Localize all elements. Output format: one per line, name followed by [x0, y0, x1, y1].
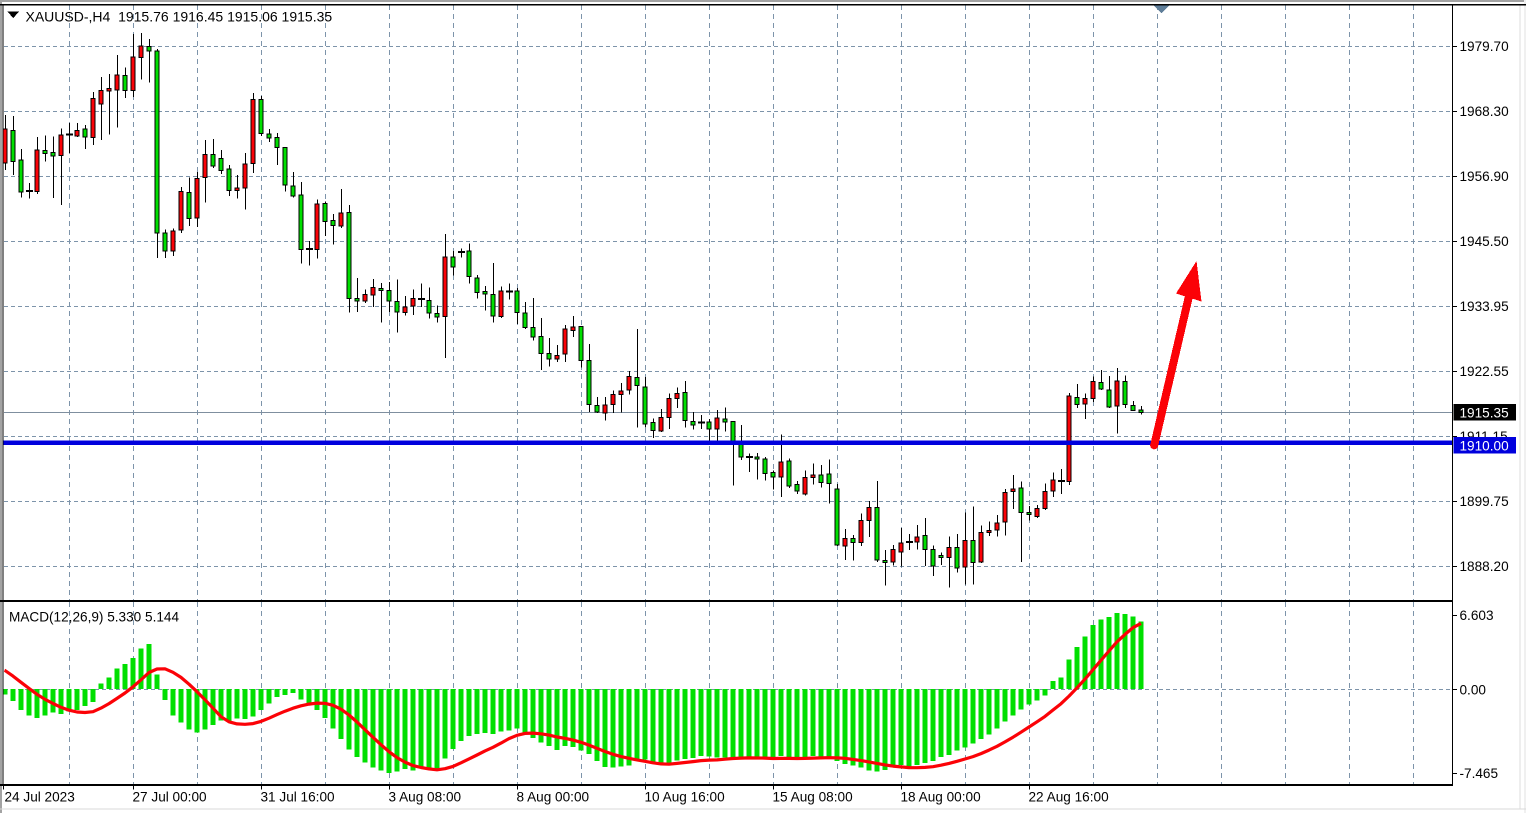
- svg-text:1956.90: 1956.90: [1460, 169, 1510, 184]
- svg-text:22 Aug 16:00: 22 Aug 16:00: [1029, 790, 1110, 805]
- svg-text:1899.75: 1899.75: [1460, 494, 1509, 509]
- svg-text:MACD(12,26,9) 5.330 5.144: MACD(12,26,9) 5.330 5.144: [9, 610, 179, 625]
- svg-text:1979.70: 1979.70: [1460, 39, 1510, 54]
- svg-text:10 Aug 16:00: 10 Aug 16:00: [645, 790, 726, 805]
- svg-text:1910.00: 1910.00: [1460, 438, 1510, 453]
- svg-text:24 Jul 2023: 24 Jul 2023: [5, 790, 75, 805]
- svg-text:1888.20: 1888.20: [1460, 559, 1510, 574]
- svg-text:1933.95: 1933.95: [1460, 299, 1509, 314]
- svg-text:8 Aug 00:00: 8 Aug 00:00: [517, 790, 590, 805]
- svg-text:31 Jul 16:00: 31 Jul 16:00: [261, 790, 336, 805]
- svg-text:6.603: 6.603: [1460, 608, 1494, 623]
- svg-text:15 Aug 08:00: 15 Aug 08:00: [773, 790, 854, 805]
- svg-text:1945.50: 1945.50: [1460, 234, 1510, 249]
- svg-text:3 Aug 08:00: 3 Aug 08:00: [389, 790, 462, 805]
- svg-text:XAUUSD-,H4 1915.76 1916.45 19: XAUUSD-,H4 1915.76 1916.45 1915.06 1915.…: [26, 8, 333, 24]
- svg-text:27 Jul 00:00: 27 Jul 00:00: [133, 790, 208, 805]
- svg-text:0.00: 0.00: [1460, 682, 1487, 697]
- svg-text:-7.465: -7.465: [1460, 766, 1499, 781]
- svg-text:1922.55: 1922.55: [1460, 364, 1509, 379]
- svg-text:1968.30: 1968.30: [1460, 104, 1510, 119]
- svg-text:1915.35: 1915.35: [1460, 405, 1509, 420]
- svg-text:18 Aug 00:00: 18 Aug 00:00: [901, 790, 982, 805]
